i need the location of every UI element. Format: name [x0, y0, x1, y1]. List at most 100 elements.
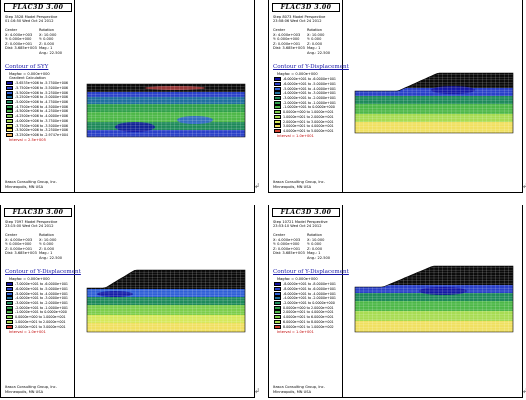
legend-swatch	[6, 90, 13, 95]
legend-entry: -4.7500e+006 to -4.5000e+006	[6, 104, 72, 109]
legend-entry: 2.0000e+001 to 3.0000e+001	[6, 324, 72, 329]
legend-swatch	[274, 114, 281, 119]
return-arrow-icon: ↲	[254, 182, 260, 190]
center-value: X: 4.000e+003	[5, 33, 33, 37]
rotation-value: Z: 0.000	[307, 41, 323, 46]
plot-frame: FLAC3D 3.00 Step 7097 Model Perspective 23…	[0, 205, 255, 398]
legend-swatch	[6, 81, 13, 86]
legend-label: 2.0000e+001 to 3.0000e+001	[15, 324, 66, 329]
legend-entry: -3.7500e+006 to -3.5000e+006	[6, 123, 72, 128]
rotation-value: Z: 0.000	[39, 41, 55, 46]
legend-entry: 2.0000e+001 to 3.0000e+001	[274, 119, 340, 124]
legend-swatch	[274, 110, 281, 115]
legend-label: -4.0000e+001 to -3.0000e+001	[15, 296, 69, 301]
legend-swatch	[274, 119, 281, 124]
model-outline	[354, 265, 514, 333]
timestamp: 01:16:50 Wed Oct 24 2012	[5, 19, 54, 23]
legend-entry: 1.0000e+001 to 2.0000e+001	[6, 319, 72, 325]
dist-value: Dist: 3.685e+003	[273, 46, 305, 50]
rotation-value: X: 10.000	[307, 238, 325, 242]
legend-swatch	[274, 301, 281, 306]
color-legend: -8.0000e+001 to -8.0000e+001 -8.0000e+001…	[274, 282, 340, 329]
legend-swatch	[274, 291, 281, 296]
legend-entry: 1.0000e+001 to 2.0000e+001	[274, 114, 340, 120]
model-plot	[354, 72, 514, 134]
return-arrow-icon: ↲	[522, 387, 526, 395]
footer-company: Itasca Consulting Group, Inc.	[5, 180, 57, 184]
legend-label: -5.0000e+006 to -4.7500e+006	[15, 100, 69, 105]
dist-value: Dist: 3.685e+003	[5, 46, 37, 50]
legend-entry: -4.0000e+001 to -3.0000e+001	[6, 296, 72, 301]
legend-entry: -8.0000e+001 to -6.0000e+001	[274, 287, 340, 292]
legend-label: -1.0000e+001 to 0.0000e+000	[283, 105, 335, 110]
contour-title: Contour of Y-Displacement	[273, 269, 349, 275]
center-label: Center	[5, 28, 18, 32]
legend-label: -5.2500e+006 to -5.0000e+006	[15, 95, 69, 100]
footer-location: Minneapolis, MN USA	[5, 389, 44, 394]
dist-value: Dist: 3.685e+003	[5, 251, 37, 255]
legend-label: -4.0000e+001 to -2.0000e+001	[283, 296, 337, 301]
legend-entry: -4.0000e+006 to -3.7500e+006	[6, 118, 72, 124]
rotation-value: Y: 0.000	[39, 242, 54, 247]
center-value: Y: 0.000e+000	[273, 37, 300, 42]
legend-swatch	[6, 319, 13, 324]
legend-entry: -3.5000e+006 to -3.2500e+006	[6, 128, 72, 133]
legend-label: -2.0000e+001 to -1.0000e+001	[283, 100, 337, 105]
legend-label: 0.0000e+000 to 1.0000e+001	[15, 315, 66, 320]
legend-swatch	[274, 324, 281, 329]
rotation-label: Rotation	[39, 233, 55, 237]
legend-swatch	[274, 305, 281, 310]
magfac-note: Magfac = 0.000e+000	[277, 277, 318, 281]
legend-swatch	[6, 104, 13, 109]
legend-entry: -2.0000e+001 to -1.0000e+001	[274, 100, 340, 105]
legend-entry: -2.0000e+001 to 0.0000e+000	[274, 301, 340, 306]
mag-value: Mag.: 1	[39, 46, 53, 50]
footer-company: Itasca Consulting Group, Inc.	[5, 385, 57, 389]
legend-entry: -1.0000e+001 to 0.0000e+000	[6, 310, 72, 315]
legend-swatch	[274, 282, 281, 287]
legend-label: 2.0000e+001 to 4.0000e+001	[283, 310, 334, 315]
legend-label: 4.0000e+001 to 5.0000e+001	[283, 128, 334, 133]
legend-swatch	[6, 128, 13, 133]
legend-entry: -5.5000e+006 to -5.2500e+006	[6, 90, 72, 95]
legend-entry: 6.0000e+001 to 8.0000e+001	[274, 319, 340, 325]
info-sidebar: FLAC3D 3.00 Step 8073 Model Perspective 23…	[269, 0, 349, 193]
legend-swatch	[6, 132, 13, 137]
legend-entry: -5.0000e+006 to -4.7500e+006	[6, 100, 72, 105]
ang-value: Ang.: 22.500	[39, 255, 63, 260]
step-line: Step 8073 Model Perspective	[273, 15, 326, 19]
legend-entry: -4.2500e+006 to -4.0000e+006	[6, 114, 72, 119]
legend-label: -3.2500e+006 to -2.9747e+004	[15, 132, 69, 137]
legend-swatch	[6, 315, 13, 320]
contour-title: Contour of Y-Displacement	[5, 269, 81, 275]
model-outline	[354, 72, 514, 134]
center-label: Center	[273, 233, 286, 237]
color-legend: -5.6535e+006 to -5.7500e+006 -5.7500e+006…	[6, 81, 72, 137]
contour-zone	[431, 86, 475, 94]
plot-frame: FLAC3D 3.00 Step 10721 Model Perspective 2…	[268, 205, 523, 398]
step-line: Step 3528 Model Perspective	[5, 15, 58, 19]
legend-swatch	[274, 105, 281, 110]
center-label: Center	[273, 28, 286, 32]
contour-title: Contour of Y-Displacement	[273, 64, 349, 70]
plot-frame: FLAC3D 3.00 Step 8073 Model Perspective 23…	[268, 0, 523, 193]
legend-entry: -5.0000e+001 to -4.0000e+001	[274, 86, 340, 91]
legend-entry: -4.0000e+001 to -3.0000e+001	[274, 91, 340, 96]
rotation-value: Y: 0.000	[307, 37, 322, 42]
legend-label: -6.0000e+001 to -6.0000e+001	[283, 77, 337, 82]
magfac-note: Magfac = 0.000e+000	[9, 72, 50, 76]
app-title: FLAC3D 3.00	[272, 208, 340, 217]
legend-entry: -6.0000e+001 to -5.0000e+001	[6, 287, 72, 292]
legend-label: 0.0000e+000 to 2.0000e+001	[283, 305, 334, 310]
legend-label: -8.0000e+001 to -6.0000e+001	[283, 287, 337, 292]
legend-label: 1.0000e+001 to 2.0000e+001	[283, 114, 334, 119]
mag-value: Mag.: 1	[307, 46, 321, 50]
legend-entry: 2.0000e+001 to 4.0000e+001	[274, 310, 340, 315]
app-title: FLAC3D 3.00	[272, 3, 340, 12]
interval-note: Interval = 1.0e+001	[277, 134, 314, 139]
legend-entry: 4.0000e+001 to 5.0000e+001	[274, 128, 340, 134]
contour-zone	[177, 116, 213, 124]
mag-value: Mag.: 1	[39, 251, 53, 255]
legend-swatch	[274, 82, 281, 87]
legend-label: -6.0000e+001 to -5.0000e+001	[15, 287, 69, 292]
